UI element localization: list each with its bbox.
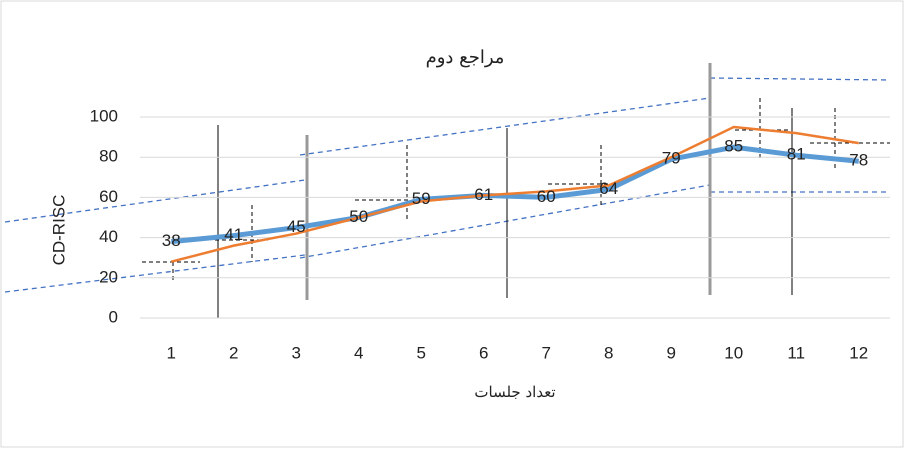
data-label: 41 xyxy=(224,225,243,244)
data-label: 78 xyxy=(849,151,868,170)
data-label: 50 xyxy=(349,207,368,226)
x-tick-label: 3 xyxy=(292,343,301,362)
data-label: 61 xyxy=(474,185,493,204)
x-tick-label: 12 xyxy=(849,343,868,362)
y-tick-label: 20 xyxy=(99,267,118,286)
x-axis-label: تعداد جلسات xyxy=(474,383,555,401)
chart-title: مراجع دوم xyxy=(426,47,505,68)
y-tick-label: 100 xyxy=(90,106,118,125)
data-label: 45 xyxy=(287,217,306,236)
x-tick-label: 10 xyxy=(724,343,743,362)
x-tick-label: 5 xyxy=(417,343,426,362)
y-tick-label: 0 xyxy=(109,307,118,326)
y-tick-label: 60 xyxy=(99,187,118,206)
data-label: 85 xyxy=(724,137,743,156)
x-tick-label: 2 xyxy=(229,343,238,362)
data-label: 64 xyxy=(599,179,618,198)
x-tick-label: 1 xyxy=(167,343,176,362)
data-label: 79 xyxy=(662,149,681,168)
x-tick-label: 11 xyxy=(787,343,805,362)
x-tick-label: 8 xyxy=(604,343,613,362)
data-label: 59 xyxy=(412,189,431,208)
data-label: 81 xyxy=(787,145,806,164)
y-tick-label: 80 xyxy=(99,147,118,166)
x-tick-label: 7 xyxy=(542,343,551,362)
y-tick-label: 40 xyxy=(99,227,118,246)
x-tick-label: 9 xyxy=(667,343,676,362)
y-axis-label: CD-RISC xyxy=(49,195,68,266)
x-tick-label: 6 xyxy=(479,343,488,362)
data-label: 60 xyxy=(537,187,556,206)
data-label: 38 xyxy=(162,231,181,250)
chart: مراجع دوم تعداد جلسات CD-RISC 0 20 40 60 80 1… xyxy=(0,0,904,448)
x-tick-label: 4 xyxy=(354,343,363,362)
